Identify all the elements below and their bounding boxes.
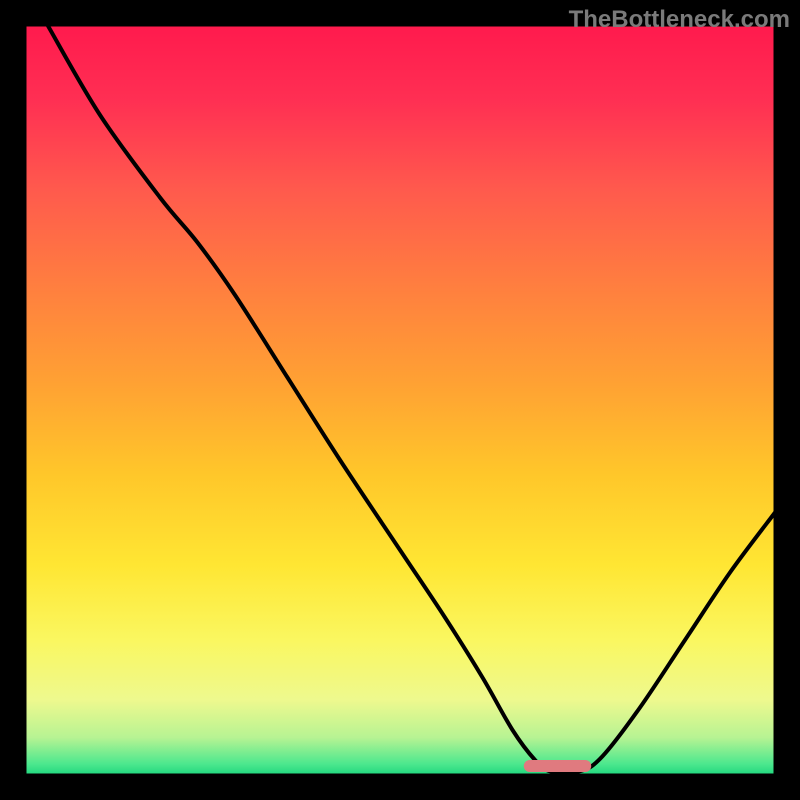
watermark-text: TheBottleneck.com <box>569 6 790 34</box>
sweet-spot-marker <box>524 760 592 772</box>
bottleneck-chart: TheBottleneck.com <box>0 0 800 800</box>
plot-background <box>25 25 775 775</box>
chart-svg <box>0 0 800 800</box>
